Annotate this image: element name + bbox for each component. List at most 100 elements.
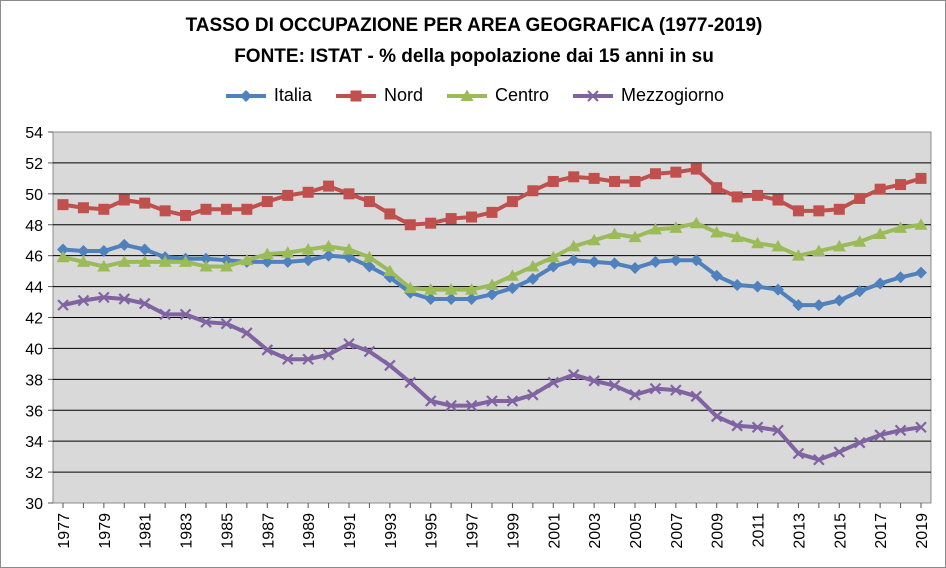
data-point — [76, 255, 90, 267]
x-tick-label: 1983 — [179, 513, 196, 549]
data-point-x-stroke — [506, 395, 519, 407]
data-point — [322, 249, 335, 262]
data-point — [649, 382, 662, 395]
data-point — [179, 255, 193, 267]
data-point — [77, 245, 90, 258]
data-point — [240, 253, 254, 266]
data-point — [445, 213, 457, 225]
chart-title: TASSO DI OCCUPAZIONE PER AREA GEOGRAFICA… — [185, 15, 763, 36]
data-point — [772, 194, 784, 206]
x-tick-label: 2007 — [669, 513, 686, 549]
data-point — [506, 395, 519, 407]
data-point — [486, 395, 498, 407]
data-point-x-stroke — [915, 421, 927, 434]
data-point — [139, 197, 151, 209]
data-point — [465, 399, 478, 412]
data-point — [629, 175, 641, 187]
x-tick-label: 2011 — [751, 513, 768, 548]
data-point-x-stroke — [465, 399, 478, 412]
data-point — [486, 288, 498, 301]
data-point — [77, 294, 90, 307]
x-tick-label: 2009 — [710, 513, 727, 549]
data-point — [894, 221, 908, 233]
data-point — [445, 292, 458, 305]
x-tick-label: 2013 — [791, 513, 808, 549]
data-point — [220, 317, 233, 330]
legend-swatch — [225, 89, 266, 102]
data-point — [138, 255, 152, 267]
data-point — [752, 189, 764, 201]
data-point — [302, 353, 314, 366]
data-point — [505, 269, 519, 281]
data-point — [159, 308, 171, 321]
data-point — [118, 293, 131, 305]
data-point — [158, 255, 172, 267]
x-tick-label: 1977 — [56, 513, 73, 549]
data-point — [322, 348, 335, 361]
data-point-x-stroke — [322, 348, 335, 361]
data-point — [465, 283, 479, 295]
data-point — [833, 446, 846, 458]
data-point-x-stroke — [241, 327, 253, 339]
data-point — [118, 238, 131, 251]
y-tick-label: 46 — [25, 249, 43, 266]
legend-swatch — [446, 89, 487, 101]
data-point-x-stroke — [587, 89, 599, 102]
data-point — [302, 186, 314, 198]
legend-marker — [460, 89, 474, 101]
x-tick-label: 1995 — [424, 513, 441, 549]
data-point — [629, 262, 641, 275]
data-point — [812, 244, 826, 257]
data-point — [138, 297, 151, 310]
data-point — [588, 172, 600, 184]
data-point — [180, 209, 192, 221]
data-point — [506, 196, 518, 208]
y-tick-label: 30 — [25, 496, 43, 513]
data-point — [179, 308, 192, 321]
data-point — [465, 292, 478, 305]
legend-item-nord: Nord — [334, 85, 423, 106]
data-point — [853, 436, 866, 449]
data-point — [323, 180, 335, 192]
series-markers-italia — [57, 238, 927, 312]
data-point — [873, 227, 887, 240]
data-point — [424, 283, 438, 295]
data-point — [791, 249, 805, 261]
data-point — [281, 353, 294, 366]
data-point — [751, 421, 764, 434]
data-point — [854, 192, 866, 204]
data-point — [260, 247, 274, 260]
data-point — [56, 250, 70, 263]
data-point — [117, 255, 131, 267]
data-point — [608, 257, 621, 270]
legend-label: Italia — [273, 85, 312, 105]
series-markers-nord — [57, 163, 927, 231]
data-point — [853, 235, 867, 247]
data-point — [281, 255, 294, 268]
series-markers-mezzogiorno — [57, 291, 927, 466]
data-point — [404, 376, 417, 389]
data-point — [568, 171, 580, 183]
data-point-x-stroke — [751, 421, 764, 434]
data-point — [772, 424, 784, 437]
data-point — [648, 222, 662, 235]
x-tick-label: 2003 — [587, 513, 604, 549]
data-point — [363, 345, 376, 358]
data-point — [486, 206, 498, 218]
data-point — [403, 281, 417, 294]
data-point — [220, 203, 232, 215]
x-tick-label: 1987 — [260, 513, 277, 549]
legend-swatch — [573, 89, 613, 102]
data-point — [98, 203, 110, 215]
data-point — [588, 375, 600, 387]
data-point — [424, 292, 437, 305]
data-point — [384, 359, 396, 372]
data-point — [751, 280, 764, 293]
data-point — [751, 236, 765, 249]
series-markers-centro — [56, 216, 928, 295]
data-point — [424, 395, 437, 407]
data-point — [281, 246, 295, 258]
data-point — [628, 230, 642, 243]
data-point — [690, 254, 703, 267]
